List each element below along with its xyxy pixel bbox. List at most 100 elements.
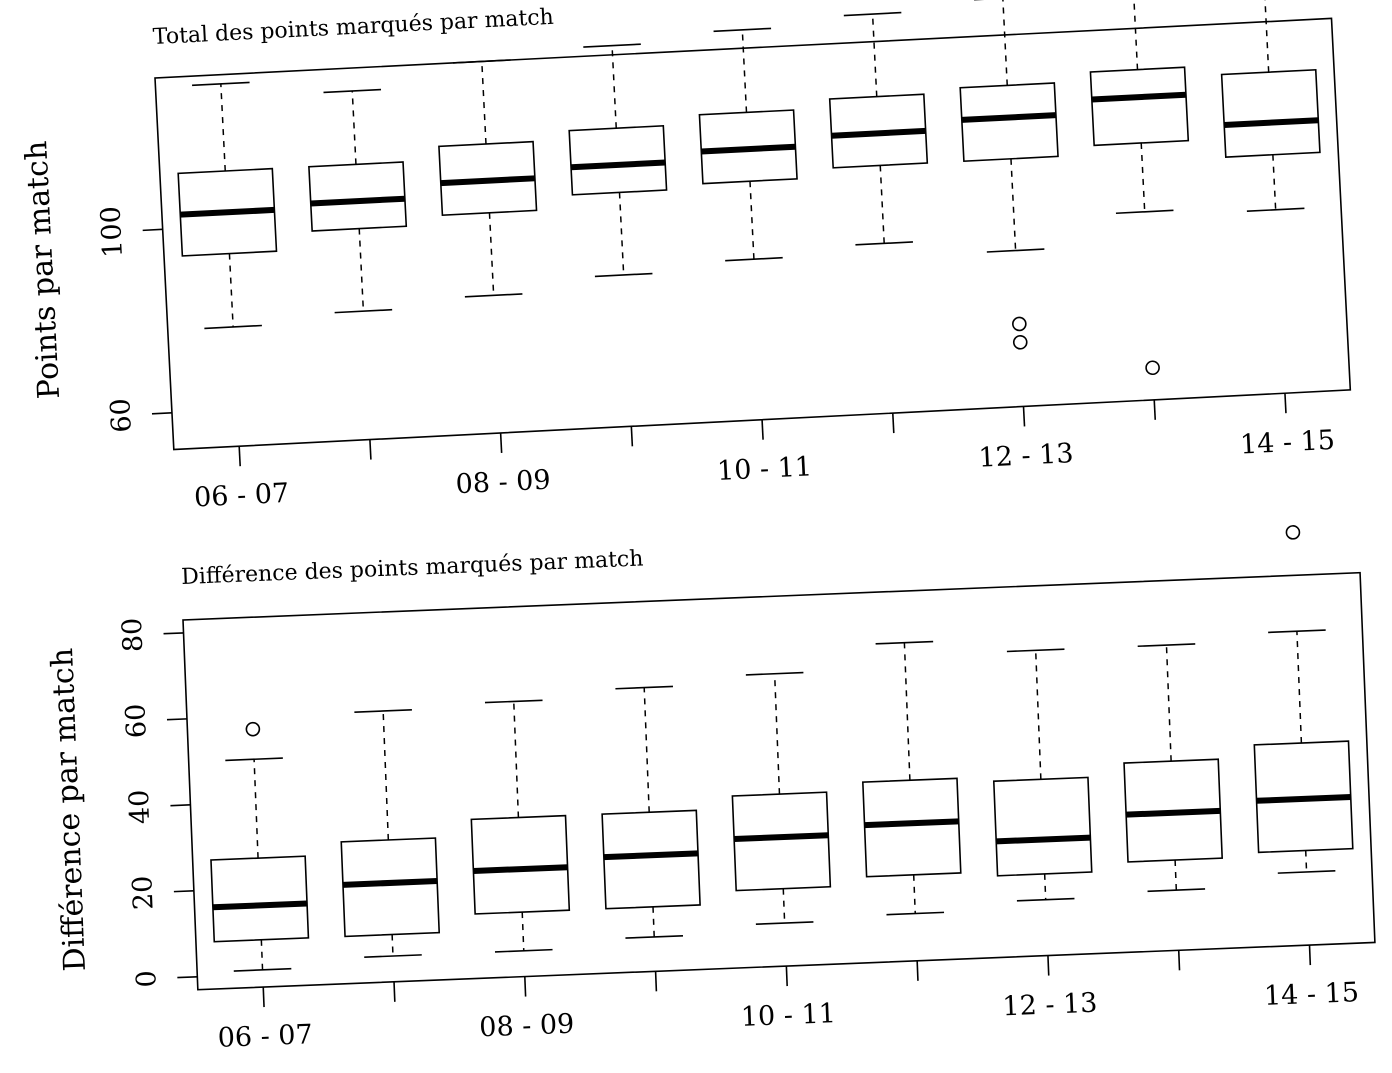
box-06-07 [177,81,278,330]
box-13-14 [1123,643,1224,893]
box-10-11 [731,671,832,926]
upper-whisker [611,45,617,129]
upper-whisker-cap [875,640,934,645]
y-tick [177,976,198,979]
y-axis-label: Différence par match [45,647,93,972]
median-line [310,195,406,207]
x-tick [1284,393,1287,414]
median-line [864,818,959,829]
upper-whisker [871,14,878,97]
x-tick [369,439,372,460]
upper-whisker-cap [745,671,804,676]
y-tick [163,632,184,635]
iqr-box [731,791,832,892]
x-tick-label: 12 - 13 [978,438,1074,474]
lower-whisker-cap [364,954,422,958]
upper-whisker [1296,631,1303,744]
box-07-08 [308,88,408,314]
iqr-box [601,809,701,910]
lower-whisker-cap [594,272,653,278]
lower-whisker-cap [755,921,814,926]
x-tick-label: 08 - 09 [479,1009,575,1044]
lower-whisker-cap [464,293,523,298]
lower-whisker-cap [1277,870,1336,874]
x-tick [916,960,919,981]
lower-whisker-cap [725,256,783,262]
box-08-09 [470,699,571,953]
y-tick-label: 40 [124,789,156,825]
lower-whisker-cap [334,308,393,314]
upper-whisker-cap [615,685,673,690]
lower-whisker [749,181,755,260]
median-line [180,206,275,218]
iqr-box [992,776,1093,877]
upper-whisker-cap [192,81,250,87]
x-tick [761,419,764,440]
lower-whisker [1140,142,1146,212]
lower-whisker [1174,859,1178,891]
median-line [440,175,536,187]
x-tick-label: 12 - 13 [1002,988,1098,1023]
upper-whisker [1165,645,1172,762]
lower-whisker [260,939,264,970]
x-tick-label: 10 - 11 [716,451,812,487]
x-tick-label: 06 - 07 [193,478,289,514]
median-line [961,112,1057,123]
lower-whisker [1304,850,1308,873]
upper-whisker-cap [1137,643,1196,648]
box-14-15 [1220,0,1321,213]
median-line [570,159,666,171]
outlier-point [1285,525,1301,540]
upper-whisker [1002,0,1008,86]
outlier-point [245,721,261,737]
box-09-10 [568,43,668,278]
upper-whisker [741,29,748,113]
iqr-box [340,837,441,938]
x-tick [654,971,658,992]
median-line [603,850,699,861]
upper-whisker-cap [843,11,902,17]
lower-whisker-cap [886,911,945,916]
y-tick-label: 100 [95,205,129,258]
lower-whisker [1043,873,1047,900]
median-line [342,878,438,888]
lower-whisker [228,253,234,327]
y-tick-label: 0 [131,970,163,988]
lower-whisker [521,912,525,951]
lower-whisker [358,228,365,312]
lower-whisker [782,888,786,924]
upper-whisker [351,90,357,165]
lower-whisker-cap [1115,209,1174,215]
upper-whisker [903,642,911,781]
box-07-08 [340,709,441,958]
lower-whisker [912,874,917,914]
chart-title: Total des points marqués par match [152,5,554,50]
upper-whisker [773,673,781,795]
x-tick-label: 06 - 07 [217,1019,313,1054]
lower-whisker-cap [494,948,553,953]
median-line [733,832,829,842]
lower-whisker [1272,154,1277,210]
x-tick [238,446,241,467]
y-tick [151,412,173,415]
upper-whisker [1132,0,1139,70]
upper-whisker [643,687,650,813]
x-tick [1177,950,1181,971]
lower-whisker [1010,158,1017,251]
median-line [996,834,1091,845]
median-line [1256,794,1351,804]
median-line [1224,117,1319,129]
iqr-box [470,814,571,915]
upper-whisker-cap [354,709,412,713]
x-tick [1047,955,1050,976]
upper-whisker [513,701,520,818]
x-tick [262,987,265,1008]
upper-whisker-cap [323,88,382,94]
box-11-12 [828,11,929,246]
upper-whisker-cap [484,699,543,704]
box-09-10 [601,685,701,939]
upper-whisker-cap [1268,629,1326,634]
x-tick-label: 10 - 11 [740,998,836,1033]
lower-whisker-cap [1246,207,1305,213]
